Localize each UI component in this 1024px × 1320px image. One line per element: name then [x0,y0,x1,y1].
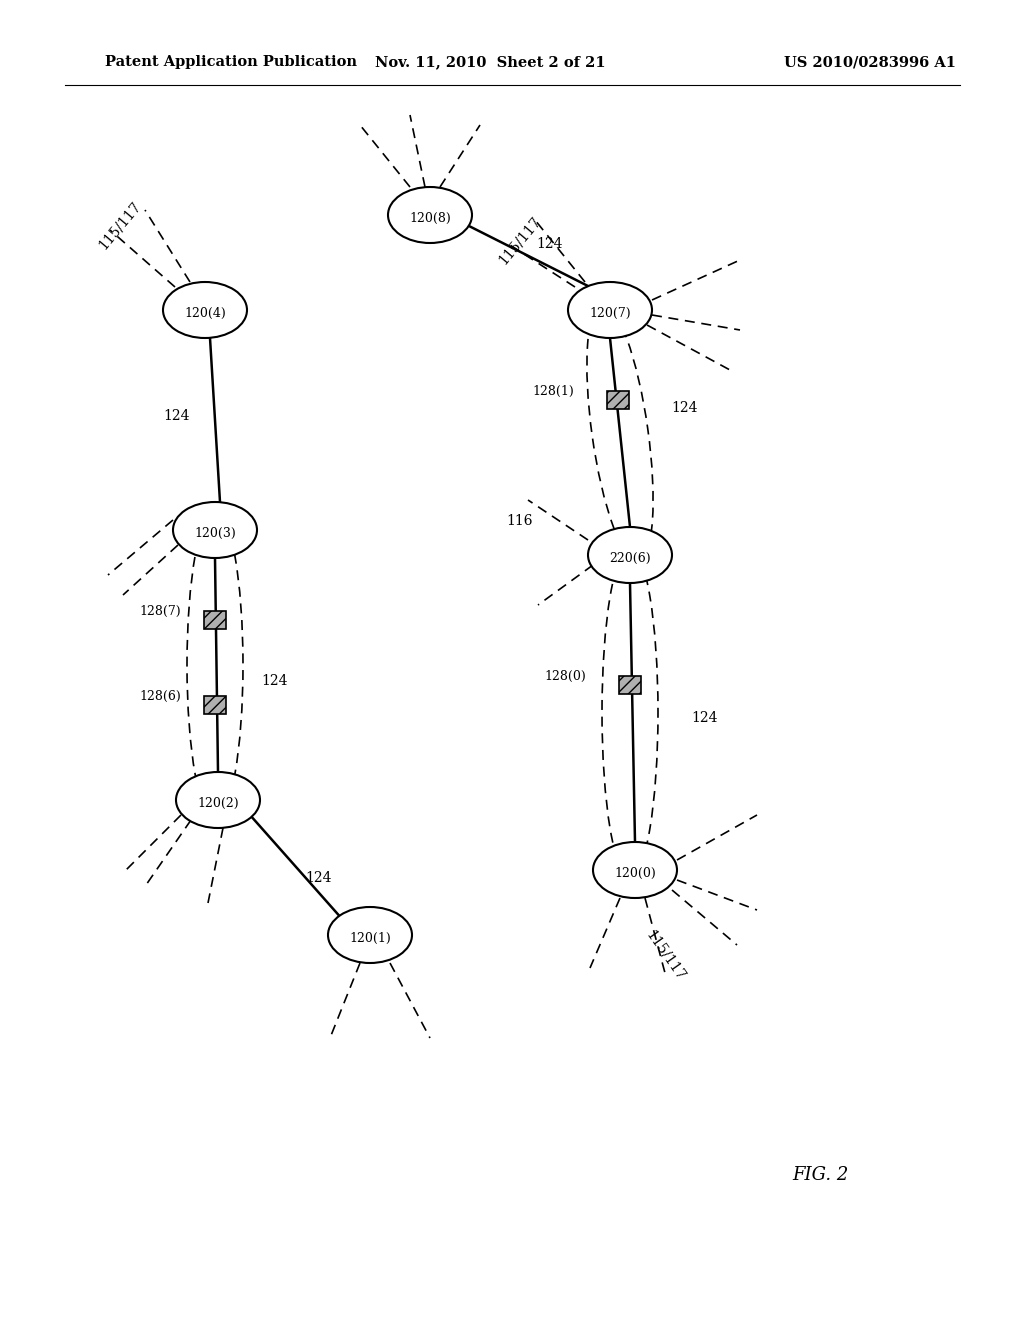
Text: 124: 124 [306,871,332,886]
Text: 124: 124 [164,409,190,422]
Ellipse shape [593,842,677,898]
Text: FIG. 2: FIG. 2 [792,1166,848,1184]
Text: 124: 124 [262,675,288,688]
Bar [204,696,226,714]
Text: 124: 124 [672,401,698,416]
Text: 220(6): 220(6) [609,552,651,565]
Ellipse shape [173,502,257,558]
Bar [204,611,226,630]
Text: 120(1): 120(1) [349,932,391,945]
Text: 120(4): 120(4) [184,306,226,319]
Text: 116: 116 [507,513,534,528]
Text: 115/117: 115/117 [643,928,687,982]
Text: 120(7): 120(7) [589,306,631,319]
Ellipse shape [588,527,672,583]
Ellipse shape [328,907,412,964]
Text: 120(8): 120(8) [410,211,451,224]
Ellipse shape [568,282,652,338]
Bar [618,676,641,694]
Text: 128(6): 128(6) [139,690,181,704]
Ellipse shape [388,187,472,243]
Text: 128(7): 128(7) [139,605,181,618]
Text: 124: 124 [692,711,718,726]
Text: 115/117: 115/117 [496,214,544,267]
Ellipse shape [163,282,247,338]
Text: 120(0): 120(0) [614,866,656,879]
Text: 120(3): 120(3) [195,527,236,540]
Ellipse shape [176,772,260,828]
Text: 115/117: 115/117 [96,198,144,252]
Text: 124: 124 [537,236,563,251]
Text: Patent Application Publication: Patent Application Publication [105,55,357,69]
Text: 120(2): 120(2) [198,796,239,809]
Text: US 2010/0283996 A1: US 2010/0283996 A1 [784,55,956,69]
Text: 128(1): 128(1) [532,385,573,399]
Text: 128(0): 128(0) [544,671,586,682]
Text: Nov. 11, 2010  Sheet 2 of 21: Nov. 11, 2010 Sheet 2 of 21 [375,55,605,69]
Bar [607,391,629,409]
